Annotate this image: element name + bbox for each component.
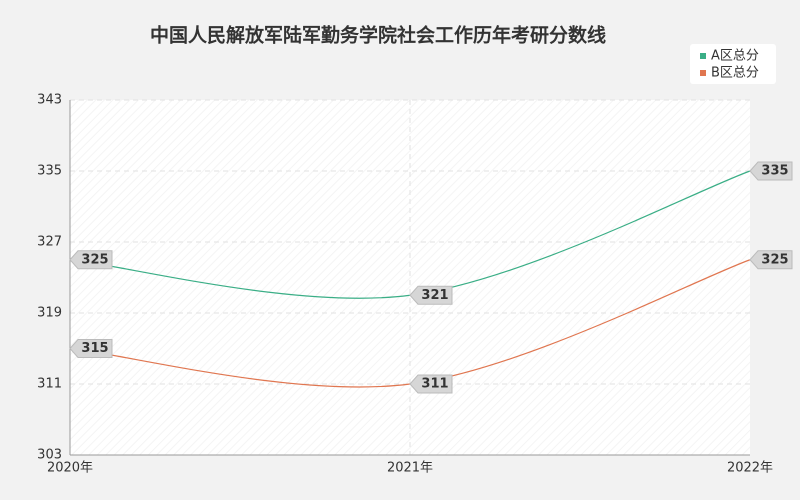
- plot-area: [70, 100, 750, 455]
- legend-label: A区总分: [711, 49, 759, 64]
- legend-swatch: [700, 53, 706, 59]
- label-tag: [749, 250, 793, 270]
- data-label: 325: [761, 252, 788, 267]
- label-tag: [749, 161, 793, 181]
- label-tag: [409, 285, 453, 305]
- x-tick-label: 2022年: [727, 461, 773, 476]
- y-tick-label: 311: [37, 377, 62, 392]
- y-tick-label: 343: [37, 93, 62, 108]
- data-label: 335: [761, 164, 788, 179]
- label-tag: [69, 250, 113, 270]
- legend-label: B区总分: [711, 66, 759, 81]
- legend-box: [690, 44, 776, 84]
- data-label: 325: [81, 252, 108, 267]
- y-tick-label: 335: [37, 164, 62, 179]
- legend-swatch: [700, 70, 706, 76]
- y-tick-label: 303: [37, 448, 62, 463]
- y-tick-label: 327: [37, 235, 62, 250]
- label-tag: [69, 339, 113, 358]
- x-tick-label: 2021年: [387, 461, 433, 476]
- x-tick-label: 2020年: [47, 461, 93, 476]
- y-tick-label: 319: [37, 306, 62, 321]
- data-label: 311: [421, 377, 448, 392]
- chart-title: 中国人民解放军陆军勤务学院社会工作历年考研分数线: [150, 24, 606, 47]
- label-tag: [409, 374, 453, 394]
- data-label: 321: [421, 288, 448, 303]
- data-label: 315: [81, 341, 108, 356]
